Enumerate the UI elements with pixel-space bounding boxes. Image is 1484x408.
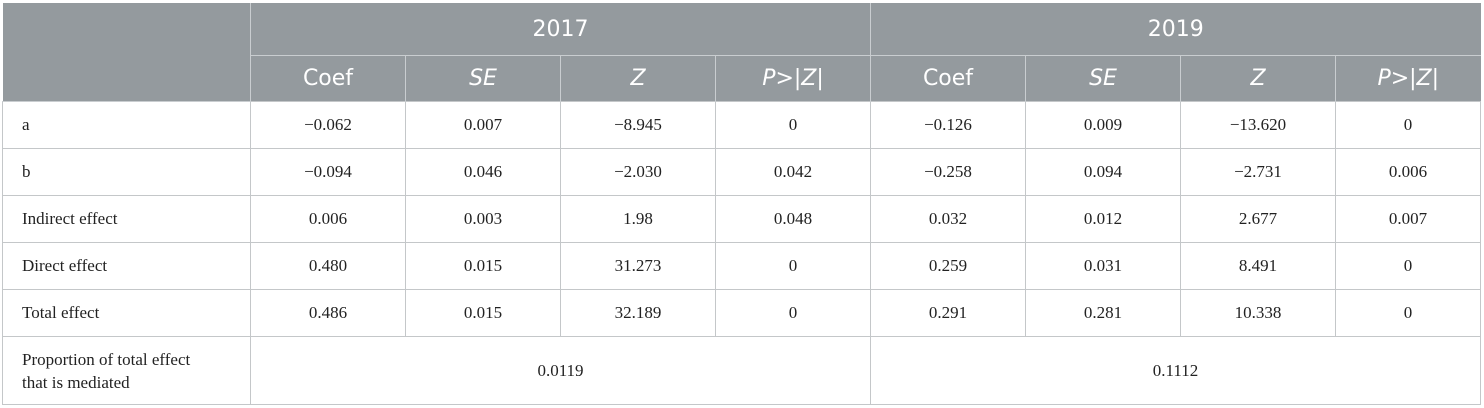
cell-se-2017: 0.015 [405, 242, 561, 290]
cell-z-2019: 2.677 [1180, 195, 1336, 243]
cell-se-2017: 0.007 [405, 101, 561, 149]
cell-se-2019: 0.031 [1025, 242, 1181, 290]
cell-p-2017: 0 [715, 242, 871, 290]
cell-se-2019: 0.012 [1025, 195, 1181, 243]
row-label: Direct effect [2, 242, 251, 290]
cell-z-2017: 1.98 [560, 195, 716, 243]
year-header-2017: 2017 [250, 3, 871, 56]
row-label: a [2, 101, 251, 149]
col-header-coef-2019: Coef [870, 55, 1026, 102]
cell-z-2017: 32.189 [560, 289, 716, 337]
year-header-row: 2017 2019 [2, 3, 1481, 102]
year-header-2019: 2019 [870, 3, 1481, 56]
cell-z-2019: −2.731 [1180, 148, 1336, 196]
cell-z-2017: −2.030 [560, 148, 716, 196]
cell-p-2019: 0.007 [1335, 195, 1481, 243]
cell-z-2017: 31.273 [560, 242, 716, 290]
row-label: Total effect [2, 289, 251, 337]
cell-proportion-2017: 0.0119 [250, 336, 871, 405]
cell-se-2017: 0.003 [405, 195, 561, 243]
col-header-z-2017: Z [560, 55, 716, 102]
cell-coef-2017: 0.486 [250, 289, 406, 337]
cell-proportion-2019: 0.1112 [870, 336, 1481, 405]
cell-z-2017: −8.945 [560, 101, 716, 149]
col-header-p-2019: P>|Z| [1335, 55, 1481, 102]
col-header-coef-2017: Coef [250, 55, 406, 102]
table-row-indirect-effect: Indirect effect 0.006 0.003 1.98 0.048 0… [2, 195, 1481, 243]
cell-coef-2017: 0.480 [250, 242, 406, 290]
col-header-z-2019: Z [1180, 55, 1336, 102]
cell-p-2019: 0.006 [1335, 148, 1481, 196]
cell-p-2019: 0 [1335, 242, 1481, 290]
col-header-se-2017: SE [405, 55, 561, 102]
cell-coef-2019: −0.258 [870, 148, 1026, 196]
cell-z-2019: 8.491 [1180, 242, 1336, 290]
cell-se-2019: 0.009 [1025, 101, 1181, 149]
row-label-proportion: Proportion of total effect that is mediat… [2, 336, 251, 405]
cell-p-2017: 0.042 [715, 148, 871, 196]
cell-z-2019: −13.620 [1180, 101, 1336, 149]
cell-p-2019: 0 [1335, 289, 1481, 337]
cell-p-2017: 0 [715, 289, 871, 337]
cell-p-2017: 0 [715, 101, 871, 149]
cell-coef-2017: 0.006 [250, 195, 406, 243]
col-header-se-2019: SE [1025, 55, 1181, 102]
row-label-header [2, 3, 251, 102]
table-row-a: a −0.062 0.007 −8.945 0 −0.126 0.009 −13… [2, 101, 1481, 149]
cell-coef-2019: 0.259 [870, 242, 1026, 290]
table-body: a −0.062 0.007 −8.945 0 −0.126 0.009 −13… [2, 101, 1481, 405]
mediation-table: 2017 2019 Coef SE Z P>|Z| Coef SE Z P>|Z… [2, 3, 1481, 405]
col-header-p-2017: P>|Z| [715, 55, 871, 102]
cell-coef-2019: 0.291 [870, 289, 1026, 337]
table-row-total-effect: Total effect 0.486 0.015 32.189 0 0.291 … [2, 289, 1481, 337]
proportion-label-line-2: that is mediated [22, 373, 130, 392]
cell-z-2019: 10.338 [1180, 289, 1336, 337]
column-header-row: Coef SE Z P>|Z| Coef SE Z P>|Z| [3, 55, 1481, 102]
table-row-direct-effect: Direct effect 0.480 0.015 31.273 0 0.259… [2, 242, 1481, 290]
row-label: b [2, 148, 251, 196]
cell-p-2017: 0.048 [715, 195, 871, 243]
cell-se-2017: 0.015 [405, 289, 561, 337]
table-row-proportion-mediated: Proportion of total effect that is mediat… [2, 336, 1481, 405]
cell-se-2017: 0.046 [405, 148, 561, 196]
row-label: Indirect effect [2, 195, 251, 243]
cell-se-2019: 0.281 [1025, 289, 1181, 337]
proportion-label-line-1: Proportion of total effect [22, 350, 191, 369]
cell-se-2019: 0.094 [1025, 148, 1181, 196]
cell-coef-2017: −0.062 [250, 101, 406, 149]
cell-p-2019: 0 [1335, 101, 1481, 149]
mediation-table-container: 2017 2019 Coef SE Z P>|Z| Coef SE Z P>|Z… [2, 3, 1481, 405]
table-header: 2017 2019 Coef SE Z P>|Z| Coef SE Z P>|Z… [2, 3, 1481, 102]
cell-coef-2019: −0.126 [870, 101, 1026, 149]
cell-coef-2019: 0.032 [870, 195, 1026, 243]
cell-coef-2017: −0.094 [250, 148, 406, 196]
table-row-b: b −0.094 0.046 −2.030 0.042 −0.258 0.094… [2, 148, 1481, 196]
